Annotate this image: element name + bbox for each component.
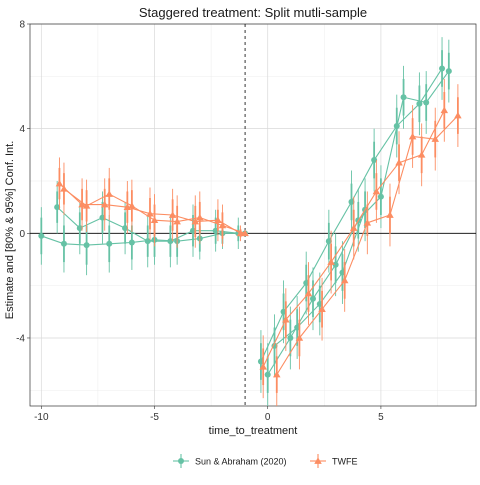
data-point [78, 200, 86, 208]
data-point [372, 187, 381, 195]
data-point [327, 258, 335, 265]
data-point [100, 200, 109, 208]
data-point [167, 238, 174, 245]
data-point [82, 202, 91, 209]
data-point [191, 217, 200, 225]
legend-key-marker [314, 457, 322, 464]
data-point [83, 242, 90, 249]
x-tick-label: -10 [34, 412, 49, 423]
data-point [386, 211, 394, 218]
data-point [144, 238, 151, 245]
data-point [282, 315, 290, 323]
legend-item-sun-abraham: Sun & Abraham (2020) [173, 454, 287, 468]
legend-key-marker [178, 458, 184, 464]
data-point [295, 334, 304, 341]
data-point [349, 224, 358, 231]
series-sun-abraham [38, 37, 452, 406]
series-twfe [55, 78, 462, 406]
legend-label: Sun & Abraham (2020) [195, 457, 287, 467]
plot-area: -10 -5 0 5 -4 0 4 8 [16, 20, 477, 423]
series-line [41, 232, 246, 246]
data-point [309, 295, 316, 302]
data-point [431, 135, 439, 142]
data-point [332, 261, 339, 268]
data-point [348, 198, 355, 205]
data-point [304, 289, 313, 297]
data-point [408, 132, 417, 140]
legend-item-twfe: TWFE [310, 454, 358, 468]
data-point [445, 68, 452, 75]
y-tick-label: 4 [19, 124, 25, 135]
data-point [150, 216, 159, 224]
legend-label: TWFE [332, 457, 358, 467]
data-point [214, 216, 222, 224]
data-point [340, 276, 349, 284]
data-point [60, 240, 67, 247]
chart-title: Staggered treatment: Split mutli-sample [139, 5, 367, 20]
data-point [440, 106, 449, 114]
y-tick-label: -4 [16, 333, 25, 344]
data-point [76, 225, 83, 232]
legend: Sun & Abraham (2020) TWFE [173, 454, 358, 468]
data-point [416, 100, 423, 107]
data-point [439, 65, 446, 72]
data-point [122, 225, 129, 232]
data-point [218, 221, 227, 229]
data-point [38, 232, 45, 239]
data-point [128, 239, 135, 246]
x-tick-label: -5 [150, 412, 159, 423]
y-axis-title: Estimate and [80% & 95%] Conf. Int. [4, 141, 16, 320]
y-tick-label: 0 [19, 229, 25, 240]
data-point [400, 94, 407, 101]
data-point [54, 204, 61, 211]
data-point [60, 185, 68, 192]
data-point [363, 219, 372, 226]
data-point [106, 240, 113, 247]
data-point [273, 370, 281, 378]
data-point [454, 111, 462, 119]
data-point [241, 229, 249, 237]
data-point [371, 157, 378, 164]
plot-border [29, 23, 477, 407]
data-point [264, 371, 271, 378]
data-point [55, 179, 64, 187]
x-tick-label: 5 [378, 412, 384, 423]
data-point [417, 151, 426, 158]
data-point [259, 363, 267, 370]
x-tick-label: 0 [265, 412, 271, 423]
data-point [287, 334, 294, 341]
data-point [105, 190, 113, 197]
data-point [128, 202, 136, 209]
data-point [168, 211, 177, 218]
data-point [196, 213, 204, 221]
data-point [146, 209, 154, 217]
data-point [325, 238, 332, 245]
data-point [173, 217, 181, 225]
data-point [318, 305, 326, 313]
data-point [377, 193, 384, 200]
data-point [395, 158, 403, 166]
data-point [423, 99, 430, 106]
y-tick-label: 8 [19, 20, 25, 31]
x-axis-title: time_to_treatment [209, 425, 298, 437]
